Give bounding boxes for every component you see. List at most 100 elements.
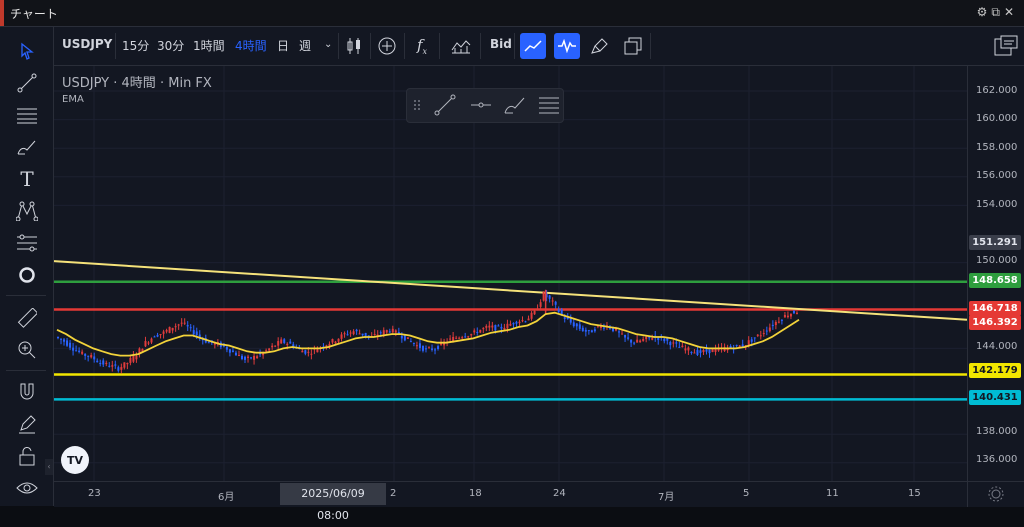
candle-body	[150, 338, 153, 343]
candle-body	[129, 357, 132, 363]
line-tool-icon[interactable]	[434, 94, 456, 116]
time-tick: 6月	[218, 492, 235, 503]
candle-body	[406, 337, 409, 339]
candle-body	[563, 317, 566, 319]
collapse-toolbar-icon[interactable]: ‹	[45, 459, 53, 475]
candle-body	[669, 342, 672, 346]
candle-body	[566, 316, 569, 320]
zoom-in-icon[interactable]	[14, 337, 40, 363]
pattern-tool-icon[interactable]	[14, 198, 40, 224]
toolbar-divider	[650, 33, 651, 59]
candle-body	[783, 314, 786, 318]
candle-body	[412, 342, 415, 344]
candle-body	[527, 318, 530, 321]
candle-body	[237, 354, 240, 356]
tradingview-logo[interactable]: TV	[61, 446, 89, 474]
candle-body	[337, 338, 340, 342]
candle-body	[542, 291, 545, 301]
candle-body	[497, 325, 500, 327]
shape-circle-icon[interactable]	[14, 262, 40, 288]
compare-add-icon[interactable]	[374, 33, 400, 59]
window-titlebar: チャート ⚙⧉✕	[0, 0, 1024, 27]
brush-icon[interactable]	[504, 97, 525, 114]
candle-body	[506, 323, 509, 329]
layout-copy-icon[interactable]	[620, 33, 646, 59]
interval-4h[interactable]: 4時間	[235, 39, 267, 53]
fib-retracement-icon[interactable]	[539, 97, 559, 114]
candle-body	[81, 351, 84, 354]
close-icon[interactable]: ✕	[1003, 5, 1018, 19]
candle-body	[304, 350, 307, 354]
horizontal-ray-icon[interactable]	[471, 102, 491, 108]
candle-body	[642, 339, 645, 341]
trend-chart-icon[interactable]	[520, 33, 546, 59]
candle-type-icon[interactable]	[341, 33, 367, 59]
indicators-icon[interactable]: fx	[416, 36, 428, 56]
candle-body	[485, 326, 488, 328]
indicator-legend-ema[interactable]: EMA	[62, 94, 84, 105]
forecast-tool-icon[interactable]	[14, 230, 40, 256]
candle-body	[189, 327, 192, 329]
trendline-tool-icon[interactable]	[14, 70, 40, 96]
candle-body	[259, 353, 262, 355]
candle-body	[286, 343, 289, 345]
toolbar-divider	[6, 370, 46, 371]
cursor-icon[interactable]	[14, 38, 40, 64]
candle-body	[90, 355, 93, 358]
drag-handle-icon[interactable]	[414, 100, 420, 110]
symbol-button[interactable]: USDJPY	[62, 37, 113, 51]
price-chart[interactable]	[54, 66, 967, 481]
time-axis[interactable]: 23 6月 2 18 24 7月 5 11 15 2025/06/09 08:0…	[54, 481, 967, 522]
candle-body	[174, 326, 177, 328]
visibility-eye-icon[interactable]	[14, 475, 40, 501]
candle-body	[473, 330, 476, 333]
candle-body	[771, 324, 774, 327]
candle-body	[132, 355, 135, 362]
candle-body	[678, 346, 681, 348]
interval-30m[interactable]: 30分	[157, 39, 185, 53]
candle-body	[346, 334, 349, 336]
interval-week[interactable]: 週	[299, 39, 312, 53]
chart-pane[interactable]: USDJPY · 4時間 · Min FX EMA	[54, 66, 967, 481]
chart-settings-icon[interactable]	[988, 486, 1004, 502]
brush-tool-icon[interactable]	[14, 134, 40, 160]
candle-body	[512, 322, 515, 325]
candle-body	[596, 325, 599, 327]
candle-body	[400, 335, 403, 339]
settings-icon[interactable]: ⚙	[976, 5, 992, 19]
candle-body	[615, 328, 618, 331]
time-tick: 24	[553, 488, 566, 499]
candle-body	[415, 345, 418, 347]
candle-body	[84, 353, 87, 356]
price-tick: 138.000	[976, 426, 1018, 437]
lock-icon[interactable]	[14, 443, 40, 469]
measure-ruler-icon[interactable]	[14, 305, 40, 331]
candle-body	[753, 337, 756, 339]
candle-body	[627, 337, 630, 339]
text-tool-icon[interactable]: T	[20, 167, 34, 191]
candle-body	[105, 362, 108, 364]
candle-body	[587, 330, 590, 332]
candle-body	[183, 322, 186, 324]
drawing-mode-icon[interactable]	[14, 411, 40, 437]
interval-15m[interactable]: 15分	[122, 39, 150, 53]
price-axis[interactable]: 162.000 160.000 158.000 156.000 154.000 …	[967, 66, 1024, 481]
interval-1h[interactable]: 1時間	[193, 39, 225, 53]
candle-body	[168, 326, 171, 333]
strategy-icon[interactable]	[448, 33, 474, 59]
candle-body	[162, 331, 165, 334]
candle-body	[198, 334, 201, 338]
window-controls: ⚙⧉✕	[977, 5, 1018, 20]
candle-body	[569, 318, 572, 323]
price-tick: 136.000	[976, 454, 1018, 465]
candle-body	[231, 350, 234, 352]
bid-button[interactable]: Bid	[490, 37, 512, 51]
pulse-icon[interactable]	[554, 33, 580, 59]
fib-lines-icon[interactable]	[14, 102, 40, 128]
popout-icon[interactable]: ⧉	[991, 5, 1004, 19]
magnet-icon[interactable]	[14, 379, 40, 405]
layout-settings-icon[interactable]	[991, 33, 1021, 59]
interval-dropdown-icon[interactable]: ⌄	[324, 39, 333, 50]
clear-brush-icon[interactable]	[587, 33, 613, 59]
interval-day[interactable]: 日	[277, 39, 290, 53]
